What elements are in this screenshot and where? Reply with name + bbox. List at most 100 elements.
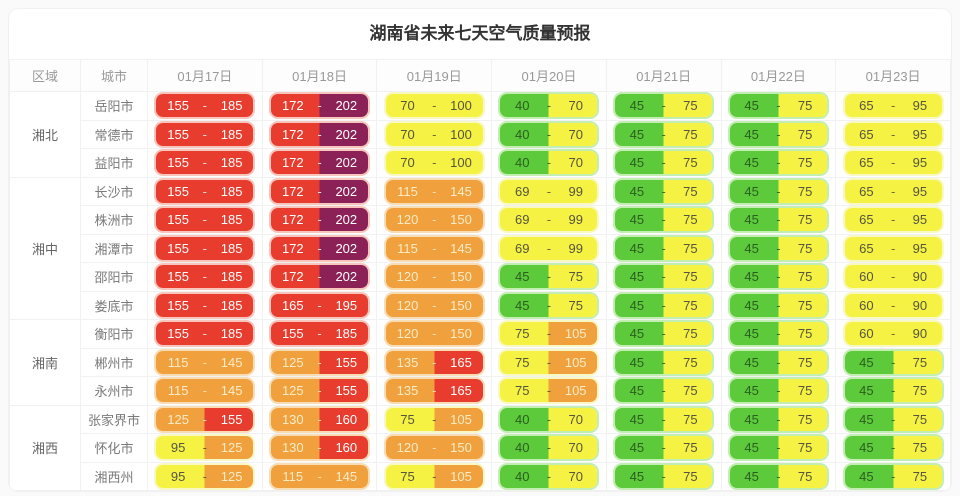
aqi-low-value: 40	[514, 98, 530, 114]
aqi-high-value: 75	[912, 354, 928, 370]
aqi-cell: 172-202	[261, 176, 378, 206]
aqi-range-pill: 135-165	[385, 379, 483, 403]
aqi-range-pill: 135-165	[385, 350, 483, 374]
aqi-range-pill: 45-75	[729, 265, 827, 289]
aqi-range-pill: 45-75	[615, 94, 713, 118]
aqi-range-pill: 75 -105	[385, 464, 483, 488]
aqi-low-value: 60	[859, 326, 874, 342]
range-dash: -	[546, 354, 552, 370]
aqi-low-value: 60	[859, 297, 874, 313]
range-dash: -	[890, 297, 896, 313]
aqi-cell: 135-165	[376, 376, 493, 406]
aqi-cell: 45-75	[720, 176, 837, 206]
aqi-low-value: 155	[167, 269, 189, 285]
aqi-range-pill: 45-75	[729, 179, 827, 203]
aqi-cell: 45-75	[605, 119, 722, 149]
aqi-cell: 45-75	[835, 461, 951, 491]
aqi-high-value: 75	[683, 126, 698, 142]
range-dash: -	[890, 383, 896, 399]
range-dash: -	[317, 411, 322, 427]
aqi-cell: 155-185	[147, 119, 263, 149]
range-dash: -	[202, 126, 208, 142]
aqi-low-value: 45	[629, 440, 645, 456]
aqi-range-pill: 45-75	[615, 379, 713, 403]
aqi-high-value: 75	[683, 468, 698, 484]
aqi-cell: 45-75	[605, 433, 722, 463]
aqi-high-value: 70	[568, 468, 583, 484]
aqi-low-value: 45	[629, 383, 645, 399]
aqi-low-value: 120	[396, 297, 419, 313]
range-dash: -	[776, 297, 781, 313]
aqi-range-pill: 45-75	[729, 208, 827, 232]
range-dash: -	[202, 440, 208, 456]
aqi-range-pill: 45-75	[729, 94, 827, 118]
city-cell: 常德市	[80, 119, 148, 149]
aqi-low-value: 130	[281, 440, 304, 456]
aqi-cell: 70 -100	[376, 119, 493, 149]
aqi-range-pill: 45-75	[615, 436, 713, 460]
aqi-cell: 120-150	[376, 262, 493, 292]
aqi-cell: 45-75	[720, 119, 837, 149]
aqi-range-pill: 95-125	[156, 436, 254, 460]
aqi-low-value: 172	[281, 269, 304, 285]
aqi-range-pill: 155-185	[156, 122, 254, 146]
aqi-range-pill: 60-90	[844, 293, 942, 317]
range-dash: -	[546, 155, 552, 171]
aqi-low-value: 69	[514, 212, 530, 228]
aqi-range-pill: 45-75	[615, 179, 713, 203]
aqi-cell: 165-195	[261, 290, 378, 320]
range-dash: -	[546, 440, 552, 456]
city-cell: 岳阳市	[80, 91, 148, 121]
aqi-range-pill: 65-95	[844, 151, 942, 175]
aqi-range-pill: 40-70	[500, 407, 598, 431]
aqi-cell: 120-150	[376, 319, 493, 349]
region-cell: 湘南	[9, 319, 81, 406]
aqi-cell: 172-202	[261, 233, 378, 263]
range-dash: -	[776, 212, 781, 228]
aqi-high-value: 165	[450, 354, 472, 370]
range-dash: -	[546, 326, 552, 342]
aqi-high-value: 75	[683, 326, 698, 342]
aqi-range-pill: 155-185	[156, 293, 254, 317]
range-dash: -	[546, 212, 552, 228]
aqi-cell: 45-75	[720, 319, 837, 349]
aqi-low-value: 172	[281, 155, 304, 171]
aqi-high-value: 75	[683, 98, 698, 114]
aqi-low-value: 45	[629, 269, 645, 285]
range-dash: -	[432, 212, 437, 228]
aqi-range-pill: 130-160	[271, 407, 369, 431]
range-dash: -	[661, 383, 666, 399]
aqi-high-value: 202	[335, 155, 358, 171]
aqi-high-value: 75	[683, 183, 698, 199]
aqi-cell: 125-155	[147, 404, 263, 434]
aqi-cell: 155-185	[147, 148, 263, 178]
aqi-low-value: 45	[629, 212, 645, 228]
range-dash: -	[776, 126, 781, 142]
aqi-range-pill: 155-185	[156, 208, 254, 232]
aqi-high-value: 185	[220, 326, 243, 342]
forecast-row: 湘西州 95-125 115-145 75-105 40-70 45-75 45-75 45-…	[10, 461, 951, 491]
aqi-cell: 45-75	[720, 262, 837, 292]
range-dash: -	[661, 354, 666, 370]
aqi-high-value: 202	[335, 126, 358, 142]
aqi-range-pill: 45-75	[615, 208, 713, 232]
aqi-range-pill: 115-145	[385, 179, 483, 203]
range-dash: -	[661, 126, 666, 142]
forecast-row: 邵阳市 155-185 172-202 120-150 45-75 45-75 45-75 6…	[10, 262, 951, 292]
aqi-low-value: 172	[281, 183, 304, 199]
aqi-cell: 172-202	[261, 205, 378, 235]
aqi-range-pill: 45-75	[729, 407, 827, 431]
aqi-cell: 172-202	[261, 262, 378, 292]
aqi-range-pill: 45-75	[729, 151, 827, 175]
range-dash: -	[776, 98, 781, 114]
aqi-high-value: 125	[220, 468, 243, 484]
aqi-low-value: 70	[400, 155, 415, 171]
forecast-row: 怀化市 95-125 130-160 120-150 40-70 45-75 45-75 45…	[10, 433, 951, 463]
aqi-low-value: 155	[167, 212, 189, 228]
city-cell: 永州市	[80, 376, 148, 406]
aqi-cell: 45-75	[720, 91, 837, 121]
aqi-cell: 45-75	[720, 404, 837, 434]
aqi-high-value: 75	[797, 297, 813, 313]
aqi-range-pill: 65-95	[844, 236, 942, 260]
range-dash: -	[890, 326, 896, 342]
